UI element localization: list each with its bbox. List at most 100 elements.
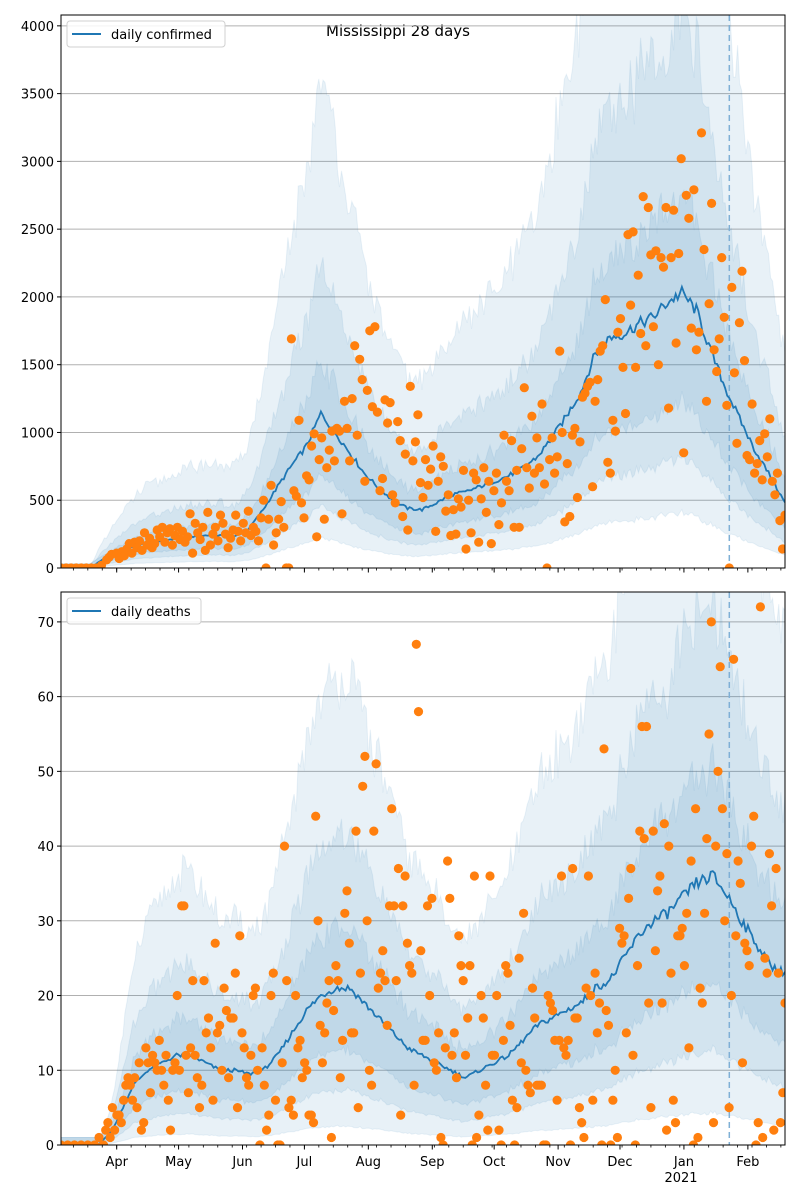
- data-point: [160, 537, 170, 547]
- data-point: [226, 533, 236, 543]
- data-point: [732, 438, 742, 448]
- data-point: [753, 1118, 763, 1128]
- data-point: [778, 1088, 785, 1098]
- data-point: [702, 834, 712, 844]
- legend-label: daily deaths: [111, 605, 191, 620]
- data-point: [704, 729, 714, 739]
- data-point: [700, 908, 710, 918]
- data-point: [253, 536, 264, 546]
- data-point: [572, 492, 583, 503]
- data-point: [360, 751, 370, 762]
- data-point: [413, 410, 423, 420]
- data-point: [461, 544, 471, 554]
- data-point: [188, 548, 198, 558]
- data-point: [415, 478, 426, 488]
- data-point: [693, 1132, 703, 1143]
- data-point: [481, 507, 491, 517]
- data-point: [657, 998, 667, 1008]
- data-point: [279, 522, 289, 532]
- data-point: [302, 1065, 312, 1075]
- data-point: [695, 983, 705, 993]
- data-point: [563, 1035, 573, 1045]
- data-point: [391, 976, 401, 986]
- data-point: [666, 253, 676, 263]
- data-point: [674, 248, 684, 259]
- data-point: [451, 529, 461, 539]
- data-point: [681, 190, 691, 200]
- x-tick-label: Apr: [105, 1155, 128, 1170]
- data-point: [334, 426, 345, 436]
- data-point: [174, 1065, 184, 1075]
- data-point: [428, 441, 438, 451]
- legend-box: [66, 20, 226, 48]
- x-tick-label: May: [165, 1155, 192, 1170]
- data-point: [650, 946, 661, 956]
- data-point: [364, 1065, 374, 1075]
- data-point: [684, 213, 694, 223]
- data-point: [474, 537, 484, 547]
- data-point: [165, 524, 175, 534]
- data-point: [238, 518, 248, 528]
- data-point: [353, 1103, 363, 1113]
- data-point: [345, 456, 355, 466]
- data-point: [670, 1118, 681, 1128]
- data-point: [433, 476, 443, 486]
- data-point: [679, 961, 690, 971]
- data-point: [223, 543, 233, 553]
- data-point: [615, 314, 626, 324]
- data-point: [393, 417, 403, 427]
- data-point: [593, 375, 603, 385]
- data-point: [352, 430, 362, 440]
- data-point: [635, 826, 645, 836]
- data-point: [358, 781, 368, 791]
- data-point: [682, 908, 692, 918]
- data-point: [537, 399, 547, 409]
- data-point: [203, 1013, 214, 1023]
- data-point: [203, 507, 213, 517]
- data-point: [232, 1103, 243, 1113]
- data-point: [620, 408, 631, 419]
- data-point: [413, 707, 424, 717]
- data-point: [306, 1110, 316, 1120]
- data-point: [371, 759, 381, 769]
- data-point: [436, 1132, 446, 1143]
- data-point: [590, 396, 600, 406]
- x-tick-label: Feb: [736, 1155, 759, 1170]
- data-point: [309, 429, 319, 439]
- data-point: [592, 1028, 602, 1038]
- data-point: [431, 1065, 441, 1075]
- data-point: [266, 990, 276, 1001]
- data-point: [425, 990, 435, 1001]
- data-point: [246, 1050, 256, 1060]
- data-point: [420, 1035, 430, 1045]
- data-point: [337, 509, 347, 519]
- data-point: [168, 1065, 178, 1075]
- data-point: [320, 1028, 330, 1038]
- data-point: [161, 1050, 171, 1060]
- data-point: [478, 1013, 488, 1023]
- data-point: [750, 468, 760, 478]
- data-point: [619, 931, 629, 941]
- data-point: [416, 946, 426, 956]
- data-point: [434, 1028, 444, 1038]
- data-point: [329, 456, 339, 466]
- data-point: [561, 1050, 571, 1060]
- data-point: [574, 1103, 585, 1113]
- data-point: [744, 961, 754, 971]
- middle-uncertainty-band: [61, 15, 785, 568]
- data-point: [489, 1050, 500, 1060]
- data-point: [618, 362, 628, 372]
- data-point: [284, 563, 294, 568]
- data-point: [274, 514, 284, 524]
- data-point: [577, 1118, 587, 1128]
- data-point: [279, 841, 290, 851]
- data-point: [192, 1073, 202, 1083]
- x-year-label: 2021: [664, 1171, 697, 1186]
- data-point: [773, 968, 783, 978]
- data-point: [733, 856, 743, 866]
- data-point: [624, 893, 634, 904]
- data-point: [210, 522, 220, 532]
- data-point: [266, 480, 276, 490]
- data-point: [143, 1058, 153, 1068]
- data-point: [383, 418, 393, 428]
